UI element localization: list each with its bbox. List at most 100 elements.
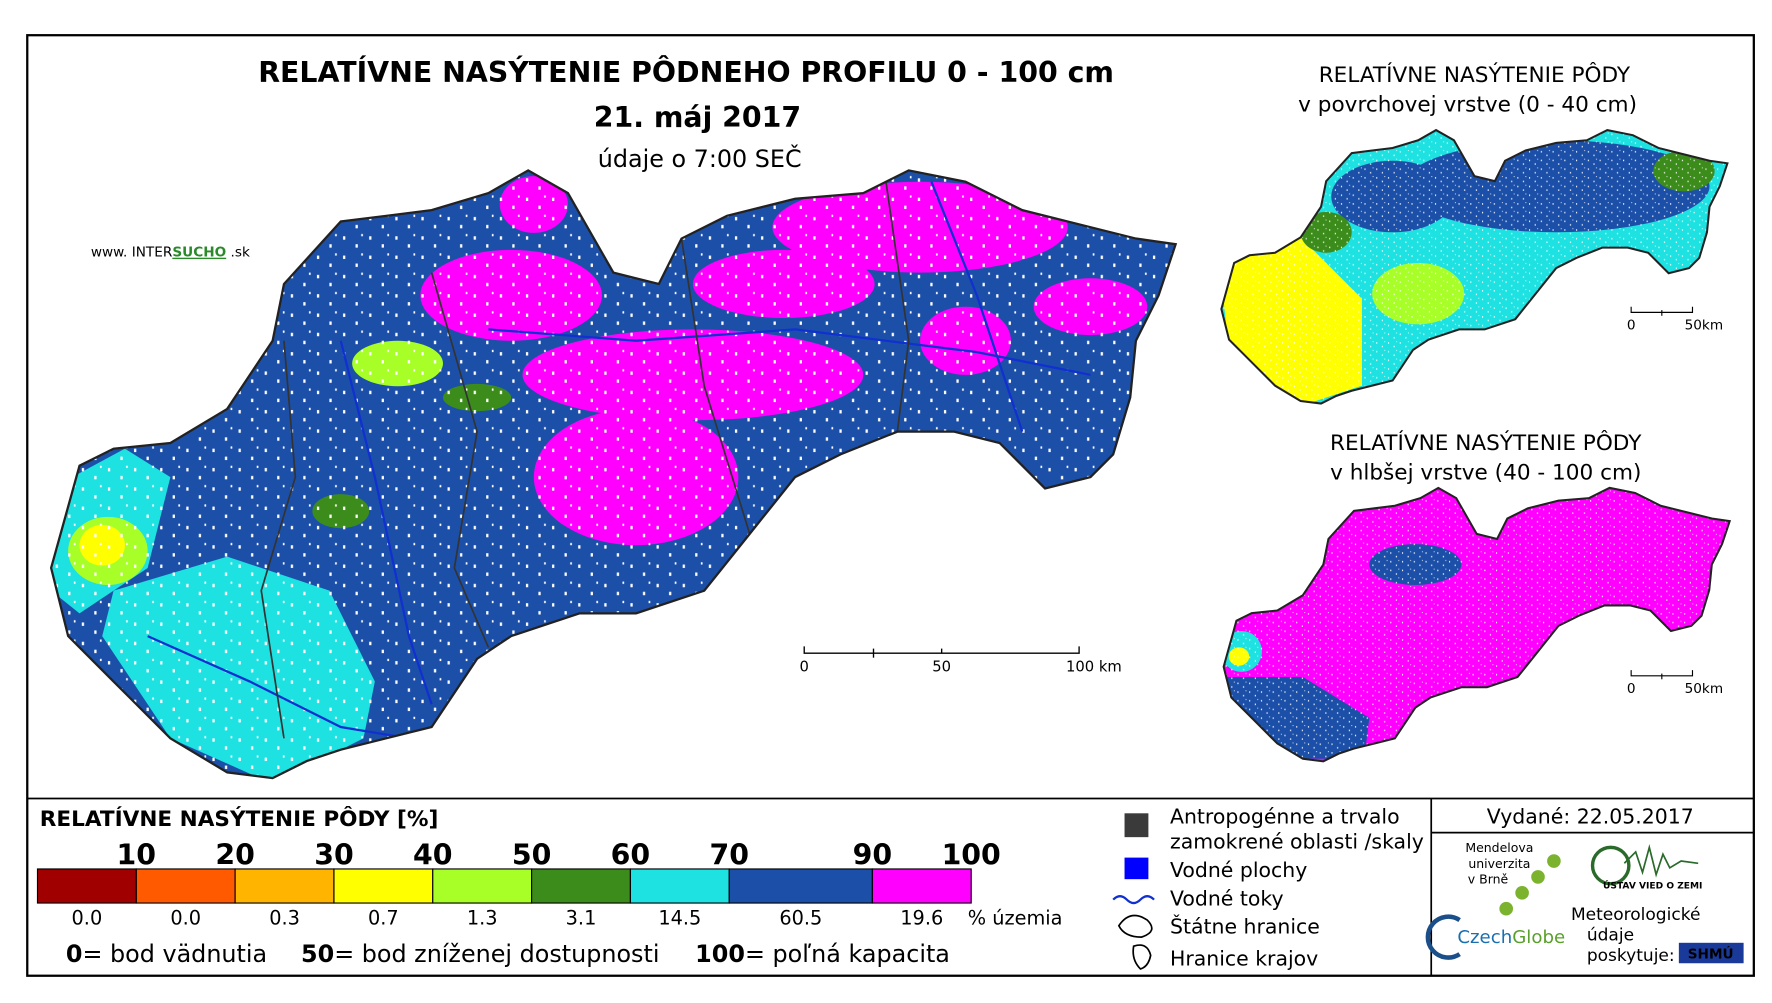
river bbox=[339, 340, 433, 705]
symbol-state-border bbox=[1117, 914, 1153, 938]
region-border bbox=[680, 238, 751, 535]
legend-note: 0= bod vädnutia bbox=[66, 940, 267, 968]
inset-title: RELATÍVNE NASÝTENIE PÔDY bbox=[1319, 62, 1631, 88]
legend-title: RELATÍVNE NASÝTENIE PÔDY [%] bbox=[40, 806, 439, 832]
scale-label: 50km bbox=[1685, 317, 1724, 333]
date: 21. máj 2017 bbox=[594, 101, 801, 134]
river bbox=[930, 181, 1024, 433]
logo-arc bbox=[1425, 914, 1461, 960]
logo-dot bbox=[1499, 901, 1514, 916]
river bbox=[488, 328, 1091, 376]
inset-subtitle: v hlbšej vrstve (40 - 100 cm) bbox=[1330, 460, 1641, 485]
source-suffix: .sk bbox=[226, 245, 250, 261]
logo-text: údaje bbox=[1587, 926, 1634, 946]
legend-swatch bbox=[871, 868, 972, 904]
legend-note: 50= bod zníženej dostupnosti bbox=[301, 940, 659, 968]
scale-label: 50 bbox=[932, 658, 951, 675]
scale-label: 0 bbox=[1627, 317, 1636, 333]
legend-share: 60.5 bbox=[779, 907, 822, 930]
source: www. INTERSUCHO .sk bbox=[91, 245, 250, 261]
logo-text: Meteorologické bbox=[1571, 905, 1700, 925]
title: RELATÍVNE NASÝTENIE PÔDNEHO PROFILU 0 - … bbox=[258, 55, 1114, 89]
note-value: 50 bbox=[301, 940, 334, 968]
legend-break: 50 bbox=[512, 838, 552, 871]
logo-dot bbox=[1547, 854, 1561, 868]
logo-ring bbox=[1590, 845, 1631, 886]
source-prefix: www. INTER bbox=[91, 245, 173, 261]
logo-text: Czech bbox=[1457, 927, 1512, 948]
logo-text: v Brně bbox=[1468, 872, 1509, 887]
logo-wave bbox=[1623, 844, 1699, 878]
symbol-label: Štátne hranice bbox=[1170, 914, 1320, 939]
note-text: = poľná kapacita bbox=[745, 940, 950, 968]
river bbox=[147, 635, 410, 740]
legend-share-unit: % územia bbox=[968, 907, 1063, 930]
scale-label: 100 km bbox=[1066, 658, 1122, 675]
symbol-water-body bbox=[1124, 857, 1149, 880]
note-value: 100 bbox=[695, 940, 745, 968]
legend-share: 19.6 bbox=[900, 907, 943, 930]
symbol-label: Hranice krajov bbox=[1170, 947, 1318, 971]
note-text: = bod vädnutia bbox=[82, 940, 267, 968]
legend-swatch bbox=[728, 868, 873, 904]
legend-break: 20 bbox=[215, 838, 255, 871]
legend-share: 14.5 bbox=[658, 907, 701, 930]
main-scale bbox=[803, 646, 1080, 658]
legend-note: 100= poľná kapacita bbox=[695, 940, 950, 968]
region-border bbox=[885, 181, 910, 432]
legend-break: 60 bbox=[611, 838, 651, 871]
inset-title: RELATÍVNE NASÝTENIE PÔDY bbox=[1330, 430, 1642, 456]
legend-break: 30 bbox=[314, 838, 354, 871]
logo-text: univerzita bbox=[1468, 856, 1530, 871]
legend-share: 3.1 bbox=[566, 907, 597, 930]
legend-break: 90 bbox=[853, 838, 893, 871]
logo-shmu-box bbox=[1678, 942, 1744, 964]
symbol-river bbox=[1112, 895, 1155, 905]
note-text: = bod zníženej dostupnosti bbox=[334, 940, 659, 968]
legend-swatch bbox=[135, 868, 236, 904]
scale-label: 0 bbox=[1627, 681, 1636, 697]
legend-share: 0.0 bbox=[72, 907, 103, 930]
symbols: Antropogénne a trvalo zamokrené oblasti … bbox=[1112, 805, 1424, 971]
logo-text: ÚSTAV VIED O ZEMI bbox=[1603, 879, 1702, 891]
source-brand: SUCHO bbox=[172, 245, 226, 261]
legend-swatch bbox=[432, 868, 533, 904]
scale-label: 50km bbox=[1685, 681, 1724, 697]
region-border bbox=[430, 272, 490, 648]
legend: 0.0 10 0.0 20 0.3 30 0.7 40 1.3 50 3.1 60 14.5 70 60.5… bbox=[36, 838, 1063, 968]
region-border bbox=[260, 340, 297, 739]
legend-swatch bbox=[333, 868, 434, 904]
logo-text: Mendelova bbox=[1465, 840, 1533, 855]
legend-swatch bbox=[36, 868, 137, 904]
logo-czechglobe: CzechGlobe bbox=[1457, 927, 1565, 948]
legend-break: 40 bbox=[413, 838, 453, 871]
legend-break: 10 bbox=[117, 838, 157, 871]
logo-text: SHMÚ bbox=[1688, 945, 1734, 963]
legend-break: 100 bbox=[942, 838, 1001, 871]
scale-label: 0 bbox=[800, 658, 809, 675]
legend-break: 70 bbox=[709, 838, 749, 871]
legend-share: 0.7 bbox=[368, 907, 399, 930]
legend-share: 0.0 bbox=[170, 907, 201, 930]
logo-dot bbox=[1515, 886, 1529, 900]
legend-swatch bbox=[531, 868, 631, 904]
issued: Vydané: 22.05.2017 bbox=[1487, 805, 1694, 829]
legend-swatch bbox=[234, 868, 335, 904]
logo-text: Globe bbox=[1512, 927, 1565, 948]
symbol-label: Antropogénne a trvalo bbox=[1170, 805, 1400, 829]
symbol-label: Vodné plochy bbox=[1170, 858, 1307, 882]
symbol-urban bbox=[1124, 813, 1149, 838]
symbol-label: zamokrené oblasti /skaly bbox=[1170, 830, 1424, 854]
legend-swatch bbox=[629, 868, 730, 904]
symbol-region-border bbox=[1132, 944, 1152, 970]
logo-dot bbox=[1531, 870, 1545, 884]
logos: Mendelova univerzita v Brně CzechGlobe Ú… bbox=[1425, 840, 1744, 966]
note-value: 0 bbox=[66, 940, 83, 968]
time: údaje o 7:00 SEČ bbox=[598, 145, 802, 173]
symbol-label: Vodné toky bbox=[1170, 886, 1284, 910]
legend-share: 1.3 bbox=[467, 907, 498, 930]
legend-share: 0.3 bbox=[269, 907, 300, 930]
logo-text: poskytuje: bbox=[1587, 946, 1675, 966]
